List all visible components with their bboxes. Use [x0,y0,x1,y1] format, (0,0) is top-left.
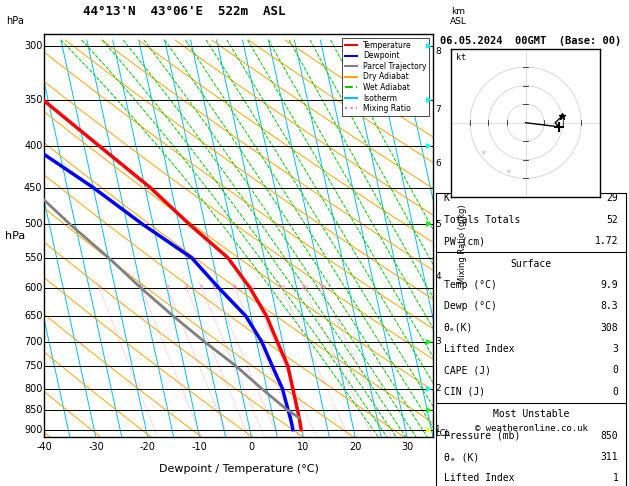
Text: Dewp (°C): Dewp (°C) [443,301,496,312]
Text: 25: 25 [318,285,326,290]
Text: ★: ★ [504,167,511,176]
Text: 6: 6 [213,285,216,290]
Text: CIN (J): CIN (J) [443,387,485,397]
Legend: Temperature, Dewpoint, Parcel Trajectory, Dry Adiabat, Wet Adiabat, Isotherm, Mi: Temperature, Dewpoint, Parcel Trajectory… [342,38,430,116]
Text: 4: 4 [435,272,441,281]
Text: 1: 1 [97,285,101,290]
Text: Dewpoint / Temperature (°C): Dewpoint / Temperature (°C) [159,464,318,474]
Text: 5: 5 [435,220,441,229]
Text: km
ASL: km ASL [450,6,467,26]
Text: ★: ★ [479,148,487,157]
Text: 2: 2 [139,285,143,290]
Text: 650: 650 [24,311,43,321]
Text: kt: kt [456,53,466,62]
Text: 300: 300 [24,41,43,51]
Text: -20: -20 [140,442,156,452]
Text: -10: -10 [192,442,208,452]
Text: K: K [443,193,450,203]
Text: 1: 1 [435,425,441,434]
Text: Most Unstable: Most Unstable [493,409,569,419]
Text: Lifted Index: Lifted Index [443,344,514,354]
Text: 550: 550 [24,253,43,262]
Text: 0: 0 [248,442,255,452]
Text: hPa: hPa [6,16,24,26]
Text: 350: 350 [24,95,43,104]
Text: -40: -40 [36,442,52,452]
Text: 3: 3 [435,337,441,347]
Text: 06.05.2024  00GMT  (Base: 00): 06.05.2024 00GMT (Base: 00) [440,36,621,46]
Text: 311: 311 [601,452,618,462]
Text: 500: 500 [24,219,43,229]
Text: 850: 850 [601,431,618,441]
Text: 900: 900 [24,425,43,434]
Text: Pressure (mb): Pressure (mb) [443,431,520,441]
Text: 0: 0 [613,365,618,376]
Text: Lifted Index: Lifted Index [443,473,514,484]
Text: Surface: Surface [510,259,552,269]
Text: 850: 850 [24,405,43,415]
Text: 2: 2 [435,384,441,393]
Text: 750: 750 [24,361,43,371]
Text: PW (cm): PW (cm) [443,236,485,246]
Text: 10: 10 [247,285,255,290]
Text: 3: 3 [613,344,618,354]
Text: Totals Totals: Totals Totals [443,215,520,225]
Text: 3: 3 [165,285,169,290]
Text: θₑ (K): θₑ (K) [443,452,479,462]
Text: 1: 1 [613,473,618,484]
Text: 8: 8 [233,285,237,290]
Text: LCL: LCL [435,429,450,438]
Text: 600: 600 [24,283,43,293]
Text: © weatheronline.co.uk: © weatheronline.co.uk [474,424,587,434]
Text: 8: 8 [435,47,441,56]
Text: 4: 4 [184,285,189,290]
Text: Temp (°C): Temp (°C) [443,280,496,290]
Text: 10: 10 [298,442,309,452]
Text: 1.72: 1.72 [595,236,618,246]
Text: 15: 15 [278,285,286,290]
Text: hPa: hPa [5,231,25,241]
Text: CAPE (J): CAPE (J) [443,365,491,376]
Text: Mixing Ratio (g/kg): Mixing Ratio (g/kg) [458,204,467,284]
Text: 6: 6 [435,159,441,168]
Text: 8.3: 8.3 [601,301,618,312]
Text: 400: 400 [24,141,43,151]
Text: 308: 308 [601,323,618,333]
Text: 0: 0 [613,387,618,397]
Text: 800: 800 [24,383,43,394]
Text: 450: 450 [24,183,43,192]
Text: -30: -30 [88,442,104,452]
Text: 29: 29 [606,193,618,203]
Text: 20: 20 [349,442,362,452]
Text: 700: 700 [24,337,43,347]
Text: 9.9: 9.9 [601,280,618,290]
Text: 30: 30 [401,442,413,452]
Text: 5: 5 [199,285,204,290]
Text: 52: 52 [606,215,618,225]
Text: 20: 20 [300,285,308,290]
Text: θₑ(K): θₑ(K) [443,323,473,333]
Text: 44°13'N  43°06'E  522m  ASL: 44°13'N 43°06'E 522m ASL [83,5,286,18]
Text: 7: 7 [435,105,441,114]
